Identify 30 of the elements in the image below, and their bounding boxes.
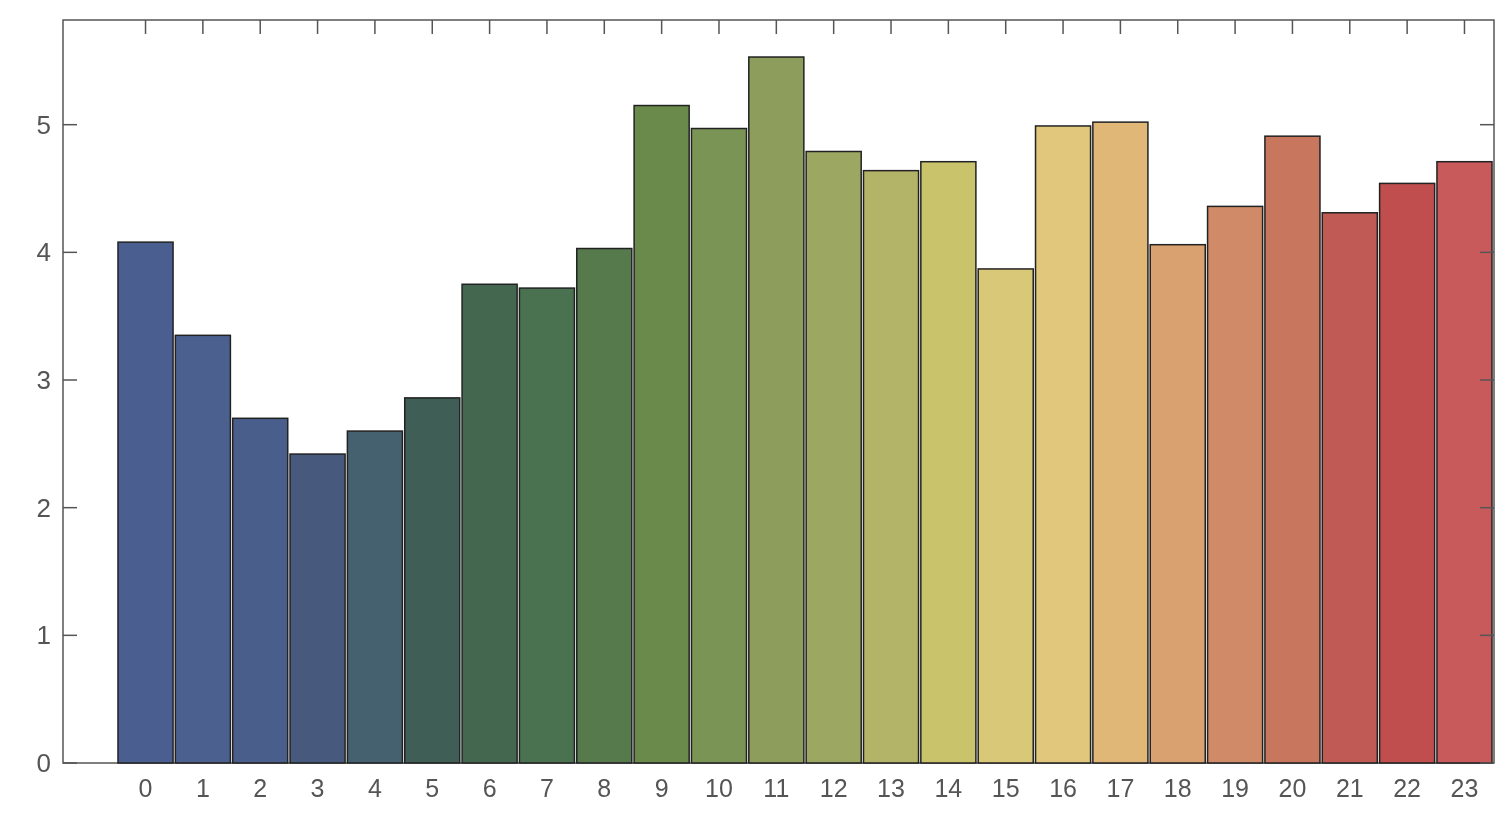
x-tick-label: 16 [1049, 774, 1077, 802]
x-tick-label: 2 [253, 774, 268, 802]
x-tick-label: 10 [705, 774, 733, 802]
y-tick-label: 0 [36, 748, 51, 779]
x-tick-label: 4 [367, 774, 382, 802]
x-tick-label: 14 [934, 774, 963, 802]
x-tick-label: 17 [1106, 774, 1135, 802]
x-tick-label: 3 [310, 774, 325, 802]
y-tick-label: 3 [36, 365, 51, 396]
x-tick-label: 7 [539, 774, 554, 802]
x-tick-label: 23 [1450, 774, 1479, 802]
x-tick-label: 20 [1278, 774, 1307, 802]
y-tick-label: 5 [36, 109, 51, 140]
x-tick-label: 13 [877, 774, 905, 802]
x-tick-label: 9 [654, 774, 669, 802]
x-tick-label: 15 [991, 774, 1020, 802]
x-tick-label: 5 [425, 774, 440, 802]
y-tick-label: 2 [36, 492, 51, 523]
x-tick-label: 12 [819, 774, 848, 802]
x-tick-label: 8 [597, 774, 612, 802]
y-tick-label: 1 [36, 620, 51, 651]
x-tick-label: 19 [1221, 774, 1249, 802]
x-tick-label: 6 [482, 774, 497, 802]
x-tick-label: 1 [195, 774, 210, 802]
x-tick-label: 22 [1393, 774, 1422, 802]
x-tick-label: 0 [138, 774, 153, 802]
x-tick-label: 11 [763, 774, 790, 802]
x-tick-label: 18 [1163, 774, 1192, 802]
x-tick-label: 21 [1335, 774, 1364, 802]
y-tick-label: 4 [36, 237, 51, 268]
